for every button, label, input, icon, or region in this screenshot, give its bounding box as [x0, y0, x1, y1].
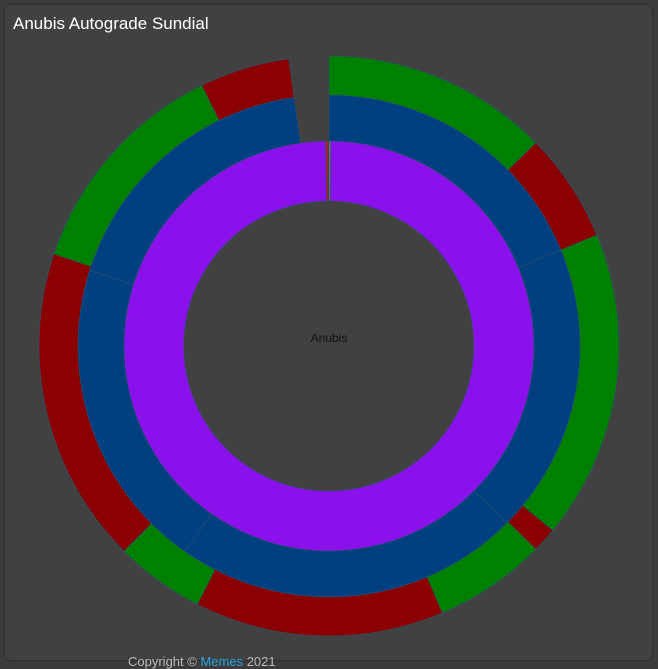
footer: Copyright © Memes 2021	[128, 654, 276, 669]
chart-title: Anubis Autograde Sundial	[13, 14, 209, 33]
ring-1-segment-1[interactable]	[123, 140, 535, 552]
ring-3-segment-9[interactable]	[201, 58, 295, 121]
ring-1-segment-2[interactable]	[325, 140, 329, 202]
center-label: Anubis	[311, 331, 348, 345]
footer-link[interactable]: Memes	[200, 654, 244, 669]
sundial-rings[interactable]	[38, 55, 620, 637]
footer-prefix: Copyright ©	[128, 654, 201, 669]
footer-suffix: 2021	[243, 654, 276, 669]
